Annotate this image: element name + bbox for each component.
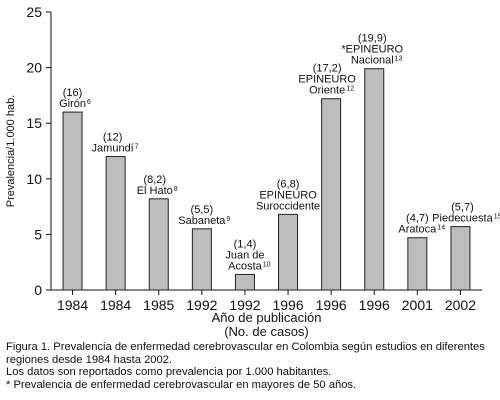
reference-superscript: 9 (226, 216, 230, 223)
bar-8 (364, 68, 385, 291)
bar-value-label: (17,2) (313, 63, 342, 75)
x-tick-label: 1984 (57, 297, 88, 313)
bar-6 (278, 213, 299, 291)
reference-superscript: 6 (87, 99, 91, 106)
bar-region-label: El Hato (137, 185, 173, 197)
bar-region-label: *EPINEURO (341, 44, 403, 56)
x-tick-label: 1996 (272, 297, 303, 313)
y-tick-label: 25 (26, 4, 42, 20)
x-tick-label: 1992 (229, 297, 260, 313)
reference-superscript: 12 (346, 86, 354, 93)
bar-value-label: (16) (63, 87, 83, 99)
x-axis-sublabel: (No. de casos) (224, 324, 309, 339)
y-axis-label: Prevalencia/1.000 hab. (5, 95, 17, 208)
bar-value-label: (8,2) (143, 174, 166, 186)
x-tick-label: 1984 (100, 297, 131, 313)
reference-superscript: 10 (263, 261, 271, 268)
bar-region-label: EPINEURO (298, 74, 356, 86)
bar-9 (407, 237, 428, 291)
figure-caption: Figura 1. Prevalencia de enfermedad cere… (6, 341, 496, 391)
caption-line-2: Los datos son reportados como prevalenci… (6, 366, 332, 378)
x-tick-label: 1992 (186, 297, 217, 313)
bar-region-label: Acosta (228, 260, 263, 272)
chart-area: 0 5 10 15 20 25 Prevalencia/1.000 hab. 1984 (16)… (5, 4, 500, 339)
y-tick-label: 10 (26, 171, 42, 187)
y-tick-label: 15 (26, 115, 42, 131)
bar-4 (191, 228, 212, 291)
bar-region-label: EPINEURO (259, 189, 317, 201)
x-tick-label: 1996 (359, 297, 390, 313)
y-tick-label: 5 (34, 226, 42, 242)
bar-value-label: (5,5) (191, 204, 214, 216)
bar-region-label: Sabaneta (178, 215, 226, 227)
bar-value-label: (6,8) (277, 178, 300, 190)
bar-region-label: Jamundí (92, 143, 134, 155)
bar-3 (148, 198, 169, 291)
bar-10 (450, 226, 471, 291)
bar-value-label: (5,7) (451, 202, 474, 214)
bar-value-label: (19,9) (358, 33, 387, 45)
bar-region-label: Piedecuesta (432, 213, 493, 225)
bar-region-label: Aratoca (398, 224, 437, 236)
bar-1 (62, 111, 83, 291)
reference-superscript: 13 (395, 56, 403, 63)
bar-2 (105, 156, 126, 291)
y-tick-label: 20 (26, 60, 42, 76)
x-tick-label: 2001 (402, 297, 433, 313)
y-tick-label: 0 (34, 282, 42, 298)
reference-superscript: 15 (494, 214, 500, 221)
x-tick-label: 1985 (143, 297, 174, 313)
x-tick-label: 1996 (316, 297, 347, 313)
reference-superscript: 14 (437, 225, 445, 232)
bar-region-label: Nacional (351, 55, 394, 67)
bar-5 (234, 273, 255, 291)
caption-line-3: * Prevalencia de enfermedad cerebrovascu… (6, 378, 357, 391)
bar-value-label: (12) (103, 132, 123, 144)
bar-7 (321, 98, 342, 291)
bar-chart: 0 5 10 15 20 25 Prevalencia/1.000 hab. 1984 (16)… (5, 4, 500, 339)
bar-value-label: (1,4) (234, 238, 257, 250)
reference-superscript: 8 (174, 186, 178, 193)
caption-line-1: Figura 1. Prevalencia de enfermedad cere… (6, 341, 485, 366)
bar-value-label: (4,7) (406, 213, 429, 225)
bar-region-label: Girón (59, 98, 86, 110)
x-tick-label: 2002 (445, 297, 476, 313)
x-axis-label: Año de publicación (212, 310, 322, 325)
reference-superscript: 7 (135, 144, 139, 151)
bar-region-label: Juan de (225, 249, 264, 261)
bar-region-label: Suroccidente (256, 200, 320, 212)
bar-region-label: Oriente (309, 85, 345, 97)
